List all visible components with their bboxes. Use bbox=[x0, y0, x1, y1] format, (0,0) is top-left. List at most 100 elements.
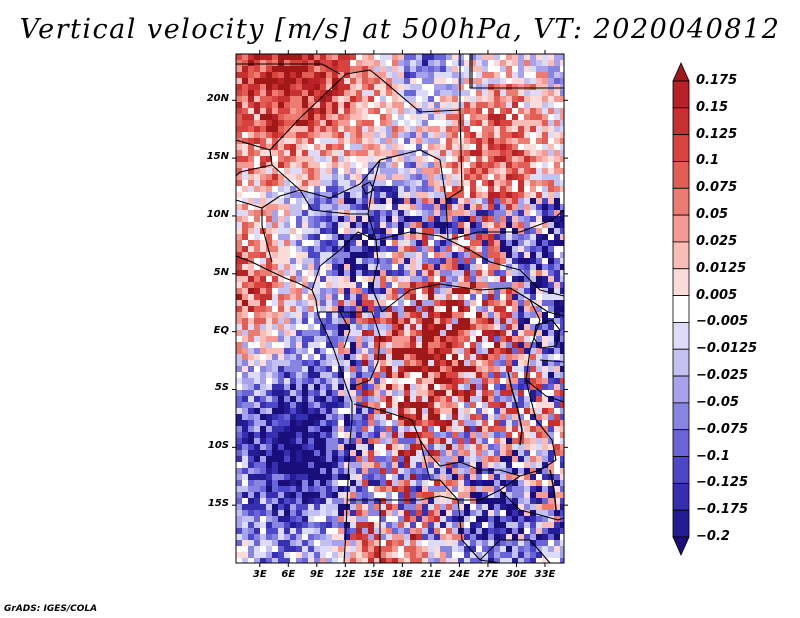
field-cell bbox=[500, 228, 507, 235]
field-cell bbox=[440, 270, 447, 277]
field-cell bbox=[470, 300, 477, 307]
field-cell bbox=[326, 222, 333, 229]
field-cell bbox=[386, 216, 393, 223]
field-cell bbox=[284, 324, 291, 331]
field-cell bbox=[518, 204, 525, 211]
field-cell bbox=[338, 72, 345, 79]
field-cell bbox=[374, 408, 381, 415]
field-cell bbox=[302, 366, 309, 373]
field-cell bbox=[296, 372, 303, 379]
field-cell bbox=[488, 468, 495, 475]
field-cell bbox=[548, 228, 555, 235]
field-cell bbox=[494, 108, 501, 115]
field-cell bbox=[560, 402, 564, 409]
field-cell bbox=[320, 246, 327, 253]
field-cell bbox=[326, 528, 333, 535]
field-cell bbox=[236, 168, 243, 175]
field-cell bbox=[452, 402, 459, 409]
field-cell bbox=[308, 150, 315, 157]
field-cell bbox=[446, 198, 453, 205]
field-cell bbox=[476, 342, 483, 349]
field-cell bbox=[476, 414, 483, 421]
field-cell bbox=[512, 306, 519, 313]
field-cell bbox=[278, 216, 285, 223]
field-cell bbox=[560, 246, 564, 253]
field-cell bbox=[434, 138, 441, 145]
field-cell bbox=[548, 114, 555, 121]
field-cell bbox=[332, 522, 339, 529]
field-cell bbox=[398, 444, 405, 451]
field-cell bbox=[236, 534, 243, 541]
field-cell bbox=[410, 120, 417, 127]
field-cell bbox=[428, 342, 435, 349]
field-cell bbox=[548, 540, 555, 547]
field-cell bbox=[398, 510, 405, 517]
field-cell bbox=[512, 78, 519, 85]
field-cell bbox=[482, 288, 489, 295]
field-cell bbox=[494, 228, 501, 235]
field-cell bbox=[524, 204, 531, 211]
lon-label: 6E bbox=[281, 569, 296, 580]
field-cell bbox=[536, 186, 543, 193]
field-cell bbox=[560, 144, 564, 151]
field-cell bbox=[254, 102, 261, 109]
field-cell bbox=[434, 558, 441, 563]
field-cell bbox=[266, 222, 273, 229]
field-cell bbox=[404, 330, 411, 337]
field-cell bbox=[356, 84, 363, 91]
field-cell bbox=[416, 450, 423, 457]
field-cell bbox=[524, 468, 531, 475]
field-cell bbox=[506, 300, 513, 307]
field-cell bbox=[512, 246, 519, 253]
field-cell bbox=[278, 480, 285, 487]
field-cell bbox=[344, 60, 351, 67]
field-cell bbox=[302, 156, 309, 163]
field-cell bbox=[554, 528, 561, 535]
field-cell bbox=[278, 384, 285, 391]
field-cell bbox=[530, 132, 537, 139]
field-cell bbox=[338, 462, 345, 469]
field-cell bbox=[410, 378, 417, 385]
field-cell bbox=[560, 216, 564, 223]
field-cell bbox=[302, 228, 309, 235]
field-cell bbox=[536, 336, 543, 343]
field-cell bbox=[470, 150, 477, 157]
field-cell bbox=[554, 546, 561, 553]
field-cell bbox=[458, 120, 465, 127]
field-cell bbox=[434, 300, 441, 307]
field-cell bbox=[374, 498, 381, 505]
field-cell bbox=[536, 90, 543, 97]
field-cell bbox=[428, 180, 435, 187]
field-cell bbox=[518, 384, 525, 391]
field-cell bbox=[500, 420, 507, 427]
field-cell bbox=[242, 390, 249, 397]
field-cell bbox=[236, 330, 243, 337]
field-cell bbox=[338, 492, 345, 499]
field-cell bbox=[458, 96, 465, 103]
field-cell bbox=[494, 378, 501, 385]
field-cell bbox=[548, 432, 555, 439]
field-cell bbox=[410, 432, 417, 439]
field-cell bbox=[392, 354, 399, 361]
field-cell bbox=[236, 78, 243, 85]
field-cell bbox=[332, 552, 339, 559]
field-cell bbox=[398, 528, 405, 535]
field-cell bbox=[332, 276, 339, 283]
field-cell bbox=[236, 396, 243, 403]
field-cell bbox=[260, 84, 267, 91]
field-cell bbox=[434, 402, 441, 409]
field-cell bbox=[524, 156, 531, 163]
field-cell bbox=[236, 120, 243, 127]
field-cell bbox=[254, 366, 261, 373]
field-cell bbox=[440, 126, 447, 133]
field-cell bbox=[380, 282, 387, 289]
field-cell bbox=[308, 234, 315, 241]
field-cell bbox=[446, 174, 453, 181]
field-cell bbox=[338, 288, 345, 295]
field-cell bbox=[512, 270, 519, 277]
field-cell bbox=[452, 306, 459, 313]
field-cell bbox=[482, 384, 489, 391]
field-cell bbox=[266, 516, 273, 523]
field-cell bbox=[404, 222, 411, 229]
field-cell bbox=[326, 378, 333, 385]
